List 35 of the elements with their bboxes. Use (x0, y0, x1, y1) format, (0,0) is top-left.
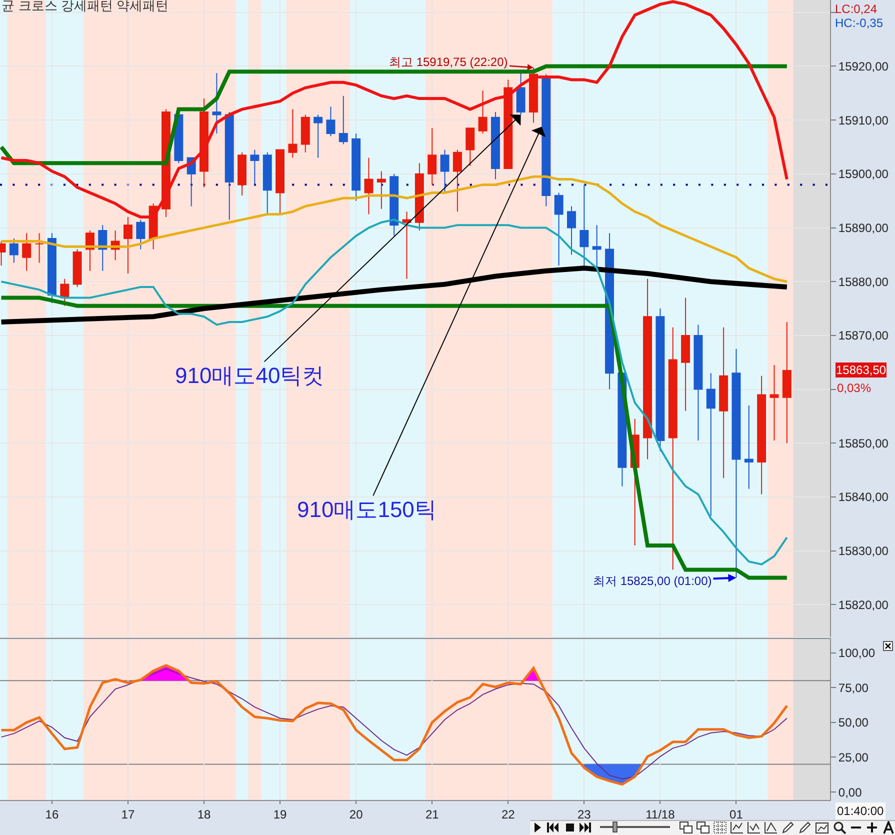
y-tick-label: 50,00 (838, 716, 869, 730)
x-tick-label: 17 (121, 807, 135, 822)
text: HC:-0,35 (835, 16, 884, 30)
y-tick-label: 15870,00 (838, 328, 889, 343)
annotation: 최저 15825,00 (01:00) (593, 574, 712, 588)
text: LC:0,24 (835, 2, 878, 16)
text: 0,03% (837, 381, 872, 395)
text: 01:40:00 (837, 804, 884, 818)
y-tick-label: 0,00 (838, 785, 862, 800)
x-tick-label: 23 (577, 807, 592, 822)
x-tick-label: 11/18 (646, 807, 676, 822)
y-tick-label: 15900,00 (838, 167, 889, 182)
annotation: 최고 15919,75 (22:20) (389, 55, 508, 69)
y-tick-label: 100,00 (838, 646, 876, 660)
y-tick-label: 15830,00 (838, 544, 889, 558)
x-tick-label: 01 (730, 807, 744, 822)
annotation: 910매도40틱컷 (175, 363, 324, 388)
x-tick-label: 20 (349, 807, 364, 822)
y-tick-label: 15840,00 (838, 490, 889, 504)
y-tick-label: 15880,00 (838, 274, 889, 289)
x-tick-label: 21 (425, 807, 440, 822)
y-tick-label: 75,00 (838, 680, 869, 695)
y-tick-label: 15910,00 (838, 113, 889, 128)
text: 15863,50 (836, 363, 886, 377)
x-tick-label: 19 (273, 807, 288, 822)
y-tick-label: 15890,00 (838, 220, 889, 235)
y-tick-label: 15820,00 (838, 598, 889, 612)
y-tick-label: 15850,00 (838, 436, 889, 450)
y-tick-label: 15920,00 (838, 59, 889, 74)
chart-title: 균 크로스 강세패턴 약세패턴 (2, 0, 169, 14)
x-tick-label: 22 (501, 807, 516, 822)
annotation: 910매도150틱 (297, 497, 436, 522)
y-tick-label: 25,00 (838, 750, 869, 764)
x-tick-label: 18 (197, 807, 212, 822)
x-tick-label: 16 (45, 807, 59, 822)
